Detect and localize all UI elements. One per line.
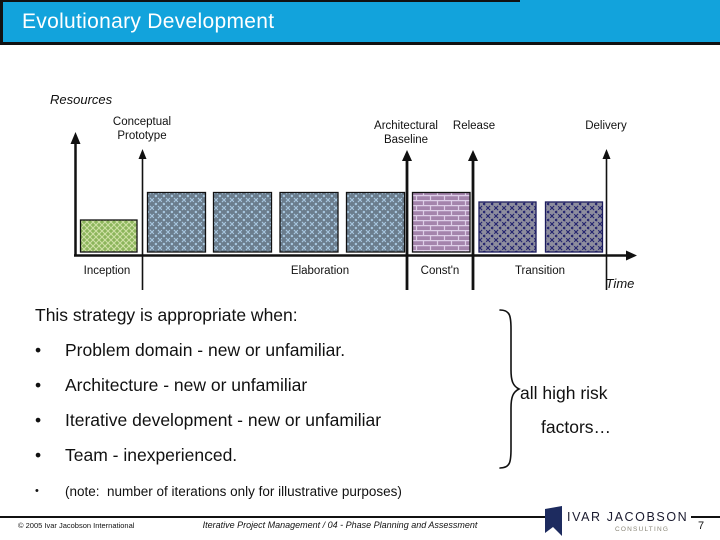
list-item: • Architecture - new or unfamiliar <box>35 373 515 397</box>
body-text-block: This strategy is appropriate when: • Pro… <box>35 305 515 500</box>
ivar-jacobson-logo-subtext: CONSULTING <box>615 526 670 533</box>
bullet-icon: • <box>35 445 42 465</box>
y-axis-label: Resources <box>50 92 113 107</box>
high-risk-factors-label: all high risk factors… <box>520 376 611 444</box>
bullet-icon: • <box>35 375 42 395</box>
bar-elaboration-iteration-1 <box>146 191 207 253</box>
milestone-architectural-baseline-line2: Baseline <box>384 134 428 146</box>
list-item: • Iterative development - new or unfamil… <box>35 408 515 432</box>
release-arrowhead-icon <box>468 150 478 161</box>
high-risk-line1: all high risk <box>520 383 608 403</box>
page-number: 7 <box>698 520 705 532</box>
slide-title-bar <box>0 0 720 45</box>
bullet-text-architecture: Architecture - new or unfamiliar <box>65 375 308 395</box>
curly-brace-icon <box>499 309 521 469</box>
x-axis-arrowhead-icon <box>626 250 637 261</box>
delivery-arrowhead-icon <box>602 149 611 159</box>
bar-transition-iteration-2 <box>544 201 604 253</box>
page-title: Evolutionary Development <box>22 10 275 33</box>
footer-divider-right <box>691 516 720 518</box>
bullet-text-team: Team - inexperienced. <box>65 445 238 465</box>
bar-elaboration-iteration-4 <box>345 191 406 253</box>
conceptual-prototype-arrowhead-icon <box>138 149 147 159</box>
copyright-notice: © 2005 Ivar Jacobson International <box>18 521 135 530</box>
list-item: • (note: number of iterations only for i… <box>35 483 515 500</box>
bar-elaboration-iteration-3 <box>279 191 339 253</box>
footer-doc-title: Iterative Project Management / 04 - Phas… <box>202 520 478 530</box>
bar-construction-iteration <box>411 191 471 253</box>
architectural-baseline-arrowhead-icon <box>402 150 412 161</box>
strategy-heading: This strategy is appropriate when: <box>35 305 298 325</box>
milestone-release-label: Release <box>453 120 495 132</box>
phase-label-elaboration: Elaboration <box>291 265 349 277</box>
footnote-text: (note: number of iterations only for ill… <box>65 484 402 499</box>
milestone-conceptual-prototype-line2: Prototype <box>117 130 166 142</box>
phase-label-construction: Const'n <box>421 265 460 277</box>
bullet-icon: • <box>35 340 42 360</box>
footer-divider-left <box>0 516 545 518</box>
bullet-text-problem-domain: Problem domain - new or unfamiliar. <box>65 340 346 360</box>
bar-inception-iteration <box>79 219 138 253</box>
milestone-delivery-label: Delivery <box>585 120 627 132</box>
bar-transition-iteration-1 <box>478 201 537 253</box>
high-risk-line2: factors… <box>541 417 612 437</box>
bar-elaboration-iteration-2 <box>212 191 273 253</box>
ivar-jacobson-logo-icon <box>545 506 562 536</box>
x-axis-label: Time <box>606 276 635 291</box>
top-border <box>0 0 520 2</box>
list-item: • Problem domain - new or unfamiliar. <box>35 338 515 362</box>
list-item: • Team - inexperienced. <box>35 443 515 467</box>
milestone-architectural-baseline-line1: Architectural <box>374 120 438 132</box>
milestone-conceptual-prototype-line1: Conceptual <box>113 116 171 128</box>
phase-label-transition: Transition <box>515 265 565 277</box>
bullet-icon: • <box>35 485 39 497</box>
y-axis-arrowhead-icon <box>70 132 81 144</box>
phase-label-inception: Inception <box>84 265 131 277</box>
bullet-icon: • <box>35 410 42 430</box>
phase-resources-diagram: Resources Time Conceptual Prototype Arch… <box>50 92 637 291</box>
left-border <box>0 0 3 45</box>
bullet-text-iterative-development: Iterative development - new or unfamilia… <box>65 410 382 430</box>
ivar-jacobson-logo-text: IVAR JACOBSON <box>567 510 689 524</box>
